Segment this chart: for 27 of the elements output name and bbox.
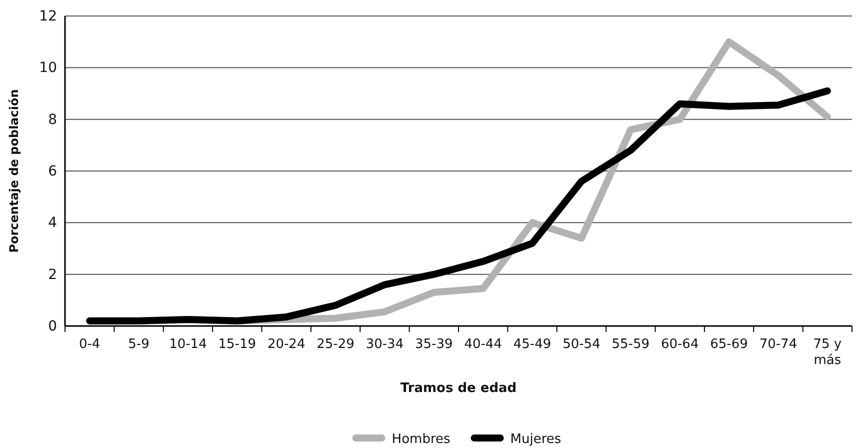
x-tick-label: 55-59 — [612, 337, 650, 352]
x-tick-label: 60-64 — [660, 337, 699, 352]
y-tick-label: 6 — [48, 163, 58, 180]
x-tick-label: 15-19 — [218, 337, 256, 352]
y-tick-label: 10 — [39, 60, 57, 76]
legend-label: Mujeres — [510, 432, 562, 447]
y-axis-title: Porcentaje de población — [7, 89, 21, 253]
x-tick-label: 25-29 — [316, 337, 354, 352]
y-tick-label: 4 — [48, 215, 58, 232]
x-tick-label: 65-69 — [710, 337, 748, 352]
y-tick-label: 2 — [48, 266, 57, 283]
x-tick-label: 45-49 — [513, 337, 552, 352]
y-tick-label: 8 — [48, 112, 57, 128]
y-tick-label: 0 — [48, 318, 57, 334]
x-tick-label: 35-39 — [415, 337, 453, 352]
legend-label: Hombres — [392, 432, 451, 447]
x-tick-label: 5-9 — [128, 337, 150, 352]
x-tick-label: 40-44 — [464, 337, 502, 352]
x-tick-label: 50-54 — [562, 337, 600, 352]
x-tick-label: 10-14 — [169, 337, 207, 352]
x-tick-label: 0-4 — [78, 337, 100, 352]
x-tick-label: 20-24 — [267, 337, 306, 352]
x-tick-label: 75 y más — [813, 337, 842, 368]
y-tick-label: 12 — [39, 8, 57, 24]
x-tick-label: 30-34 — [366, 337, 404, 352]
x-axis-title: Tramos de edad — [400, 381, 517, 396]
x-tick-label: 70-74 — [759, 337, 798, 352]
